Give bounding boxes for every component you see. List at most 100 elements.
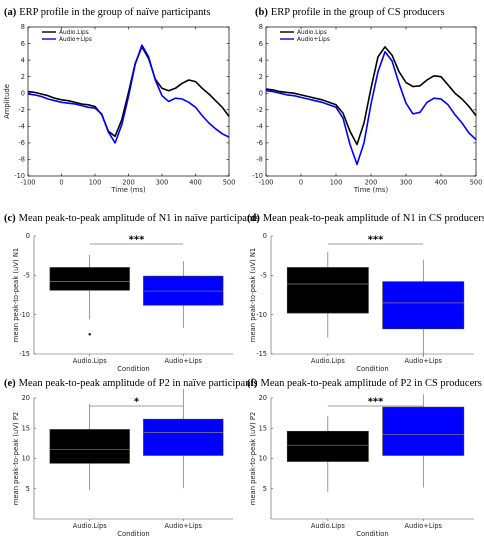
panel-title: (b) ERP profile in the group of CS produc…: [255, 7, 445, 18]
x-tick-label: 400: [189, 179, 202, 187]
box-audio-lips: [49, 267, 130, 291]
x-axis-label: Time (ms): [110, 186, 146, 194]
significance-marker: *: [134, 397, 140, 408]
panel-title-text: Mean peak-to-peak amplitude of P2 in naï…: [19, 378, 258, 389]
panel-letter: (e): [4, 378, 16, 389]
y-tick-label: -5: [23, 272, 30, 280]
x-tick-label: Audio+Lips: [165, 357, 203, 365]
x-tick-label: 200: [365, 179, 378, 187]
series-line-audio-plus-lips: [265, 51, 477, 166]
box-audio-lips: [286, 267, 369, 314]
panel-title: (a) ERP profile in the group of naïve par…: [4, 7, 210, 18]
y-tick-label: -10: [14, 172, 25, 180]
y-tick-label: 10: [22, 455, 30, 463]
series-line-audio-lips: [27, 46, 230, 138]
legend-label: Audio+Lips: [59, 37, 92, 43]
x-tick-label: 0: [299, 179, 303, 187]
y-axis-label: mean peak-to-peak (uV) N1: [12, 248, 20, 342]
x-tick-label: Audio.Lips: [311, 522, 345, 530]
x-tick-label: Audio+Lips: [405, 522, 443, 530]
y-tick-label: 15: [22, 424, 30, 432]
x-tick-label: 100: [330, 179, 343, 187]
panel-title-text: Mean peak-to-peak amplitude of P2 in CS …: [261, 378, 482, 389]
x-tick-label: Audio.Lips: [73, 357, 107, 365]
panel-title-text: Mean peak-to-peak amplitude of N1 in CS …: [263, 213, 484, 224]
series-line-audio-plus-lips: [27, 44, 230, 144]
x-tick-label: 400: [435, 179, 448, 187]
panel-title: (e) Mean peak-to-peak amplitude of P2 in …: [4, 378, 257, 389]
y-tick-label: 10: [259, 455, 267, 463]
y-tick-label: -2: [256, 106, 263, 114]
panel-title-text: ERP profile in the group of CS producers: [271, 7, 445, 18]
box-audio-lips: [286, 430, 369, 462]
x-tick-label: 100: [89, 179, 102, 187]
y-tick-label: 0: [263, 232, 267, 240]
panel-f: (f) Mean peak-to-peak amplitude of P2 in …: [247, 378, 482, 538]
panel-letter: (c): [4, 213, 16, 224]
y-axis-label: mean peak-to-peak (uV) P2: [249, 412, 257, 506]
x-axis-label: Condition: [356, 530, 388, 538]
y-tick-label: 5: [26, 485, 30, 493]
y-tick-label: -10: [19, 311, 30, 319]
x-tick-label: Audio.Lips: [73, 522, 107, 530]
x-tick-label: 0: [59, 179, 63, 187]
x-tick-label: Audio+Lips: [165, 522, 203, 530]
x-tick-label: 200: [122, 179, 135, 187]
x-tick-label: -100: [21, 179, 36, 187]
legend-label: Audio.Lips: [59, 30, 89, 36]
y-tick-label: -15: [19, 350, 30, 358]
y-tick-label: 0: [259, 89, 263, 97]
series-line-audio-lips: [265, 46, 477, 146]
panel-a: (a) ERP profile in the group of naïve par…: [3, 7, 235, 194]
panel-title: (c) Mean peak-to-peak amplitude of N1 in …: [4, 213, 259, 224]
box-audio-plus-lips: [143, 275, 224, 306]
x-tick-label: 300: [400, 179, 413, 187]
legend-label: Audio+Lips: [297, 37, 330, 43]
y-tick-label: -4: [18, 123, 25, 131]
y-tick-label: -4: [256, 123, 263, 131]
panel-b: (b) ERP profile in the group of CS produc…: [252, 7, 482, 194]
panel-title: (d) Mean peak-to-peak amplitude of N1 in …: [247, 213, 484, 224]
outlier-point: [88, 333, 91, 336]
significance-marker: ***: [129, 235, 145, 246]
significance-marker: ***: [368, 235, 384, 246]
panel-letter: (b): [255, 7, 268, 18]
y-tick-label: 6: [259, 40, 263, 48]
y-axis-label: mean peak-to-peak (uV) N1: [249, 248, 257, 342]
x-axis-label: Condition: [117, 530, 149, 538]
y-tick-label: 4: [21, 56, 25, 64]
box-audio-plus-lips: [143, 418, 224, 456]
y-tick-label: 4: [259, 56, 263, 64]
x-axis-label: Condition: [117, 365, 149, 373]
panel-e: (e) Mean peak-to-peak amplitude of P2 in …: [4, 378, 257, 538]
y-tick-label: 15: [259, 424, 267, 432]
y-tick-label: -6: [18, 139, 25, 147]
legend-label: Audio.Lips: [297, 30, 327, 36]
box-audio-lips: [49, 429, 130, 464]
y-tick-label: -15: [256, 350, 267, 358]
y-tick-label: -5: [260, 272, 267, 280]
y-tick-label: 5: [263, 485, 267, 493]
y-tick-label: 6: [21, 40, 25, 48]
y-tick-label: 2: [21, 73, 25, 81]
panel-title: (f) Mean peak-to-peak amplitude of P2 in …: [247, 378, 482, 389]
panel-letter: (d): [247, 213, 260, 224]
significance-marker: ***: [368, 397, 384, 408]
panel-title-text: ERP profile in the group of naïve partic…: [19, 7, 210, 18]
x-tick-label: Audio.Lips: [311, 357, 345, 365]
y-tick-label: 20: [22, 394, 30, 402]
y-tick-label: -8: [256, 156, 263, 164]
x-axis-label: Time (ms): [353, 186, 389, 194]
y-tick-label: 2: [259, 73, 263, 81]
y-axis-label: mean peak-to-peak (uV) P2: [12, 412, 20, 506]
box-audio-plus-lips: [382, 281, 465, 330]
x-tick-label: 300: [156, 179, 169, 187]
box-audio-plus-lips: [382, 406, 465, 456]
y-tick-label: 20: [259, 394, 267, 402]
y-tick-label: -8: [18, 156, 25, 164]
x-tick-label: 500: [223, 179, 236, 187]
x-tick-label: -100: [259, 179, 274, 187]
panel-c: (c) Mean peak-to-peak amplitude of N1 in …: [4, 213, 259, 373]
y-axis-label: Amplitude: [3, 84, 11, 119]
